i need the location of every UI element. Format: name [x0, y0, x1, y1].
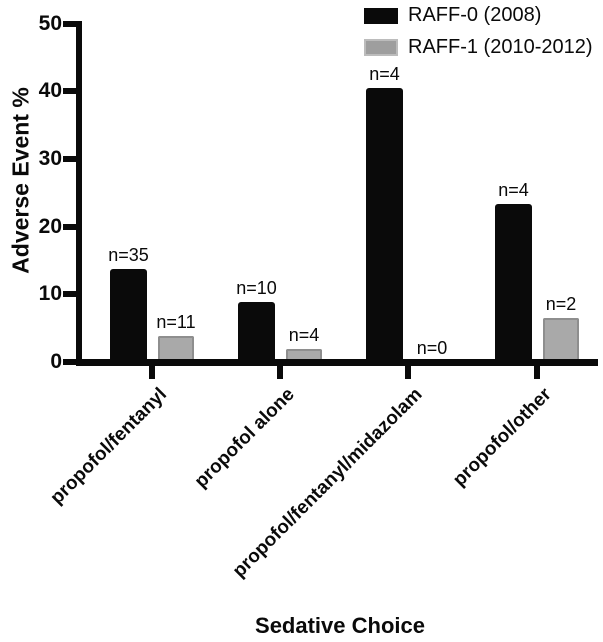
bar-raff-0-2008-propofol-other [495, 204, 532, 366]
legend-item-raff1: RAFF-1 (2010-2012) [364, 36, 593, 59]
y-axis-line [76, 20, 82, 366]
y-tick-20 [63, 223, 76, 230]
bar-raff-0-2008-propofol-fentanyl [110, 268, 147, 366]
count-label-raff-0-2008-propofol-other: n=4 [498, 180, 529, 201]
count-label-raff-1-2010-2012-propofol-fentanyl-midazolam: n=0 [416, 338, 448, 358]
bar-raff-0-2008-propofol-alone [238, 302, 275, 366]
count-label-raff-1-2010-2012-propofol-alone: n=4 [288, 325, 320, 346]
legend-swatch-raff1 [364, 39, 398, 56]
legend-label-raff1: RAFF-1 (2010-2012) [408, 36, 593, 58]
bar-raff-1-2010-2012-propofol-other [543, 317, 579, 366]
x-tick-label-propofol-fentanyl: propofol/fentanyl [46, 384, 171, 509]
count-label-raff-0-2008-propofol-alone: n=10 [236, 278, 277, 299]
y-tick-label-40: 40 [38, 79, 62, 103]
count-label-raff-1-2010-2012-propofol-fentanyl: n=11 [156, 311, 196, 332]
y-tick-10 [63, 291, 76, 298]
y-tick-label-20: 20 [38, 214, 62, 238]
legend-item-raff0: RAFF-0 (2008) [364, 4, 593, 27]
count-label-raff-0-2008-propofol-fentanyl: n=35 [108, 244, 149, 265]
y-tick-label-0: 0 [50, 350, 62, 373]
y-tick-50 [63, 20, 76, 27]
x-axis-line [76, 359, 598, 366]
legend-swatch-raff0 [364, 7, 398, 24]
x-tick-propofol-fentanyl-midazolam [405, 366, 411, 379]
legend-label-raff0: RAFF-0 (2008) [408, 4, 542, 26]
x-tick-propofol-fentanyl [149, 366, 155, 379]
x-tick-propofol-alone [277, 366, 283, 379]
count-label-raff-0-2008-propofol-fentanyl-midazolam: n=4 [369, 64, 400, 85]
legend: RAFF-0 (2008) RAFF-1 (2010-2012) [364, 4, 593, 68]
y-tick-30 [63, 155, 76, 162]
x-axis-title: Sedative Choice [255, 613, 425, 638]
y-tick-label-30: 30 [38, 146, 62, 170]
y-tick-40 [63, 88, 76, 95]
bar-raff-0-2008-propofol-fentanyl-midazolam [366, 88, 403, 366]
y-tick-label-50: 50 [38, 11, 62, 35]
y-tick-0 [63, 359, 76, 365]
y-axis-title: Adverse Event % [7, 87, 34, 274]
count-label-raff-1-2010-2012-propofol-other: n=2 [545, 293, 577, 314]
x-tick-label-propofol-other: propofol/other [449, 384, 556, 491]
x-tick-propofol-other [534, 366, 540, 379]
x-tick-label-propofol-alone: propofol alone [190, 384, 299, 493]
y-tick-label-10: 10 [38, 282, 62, 306]
